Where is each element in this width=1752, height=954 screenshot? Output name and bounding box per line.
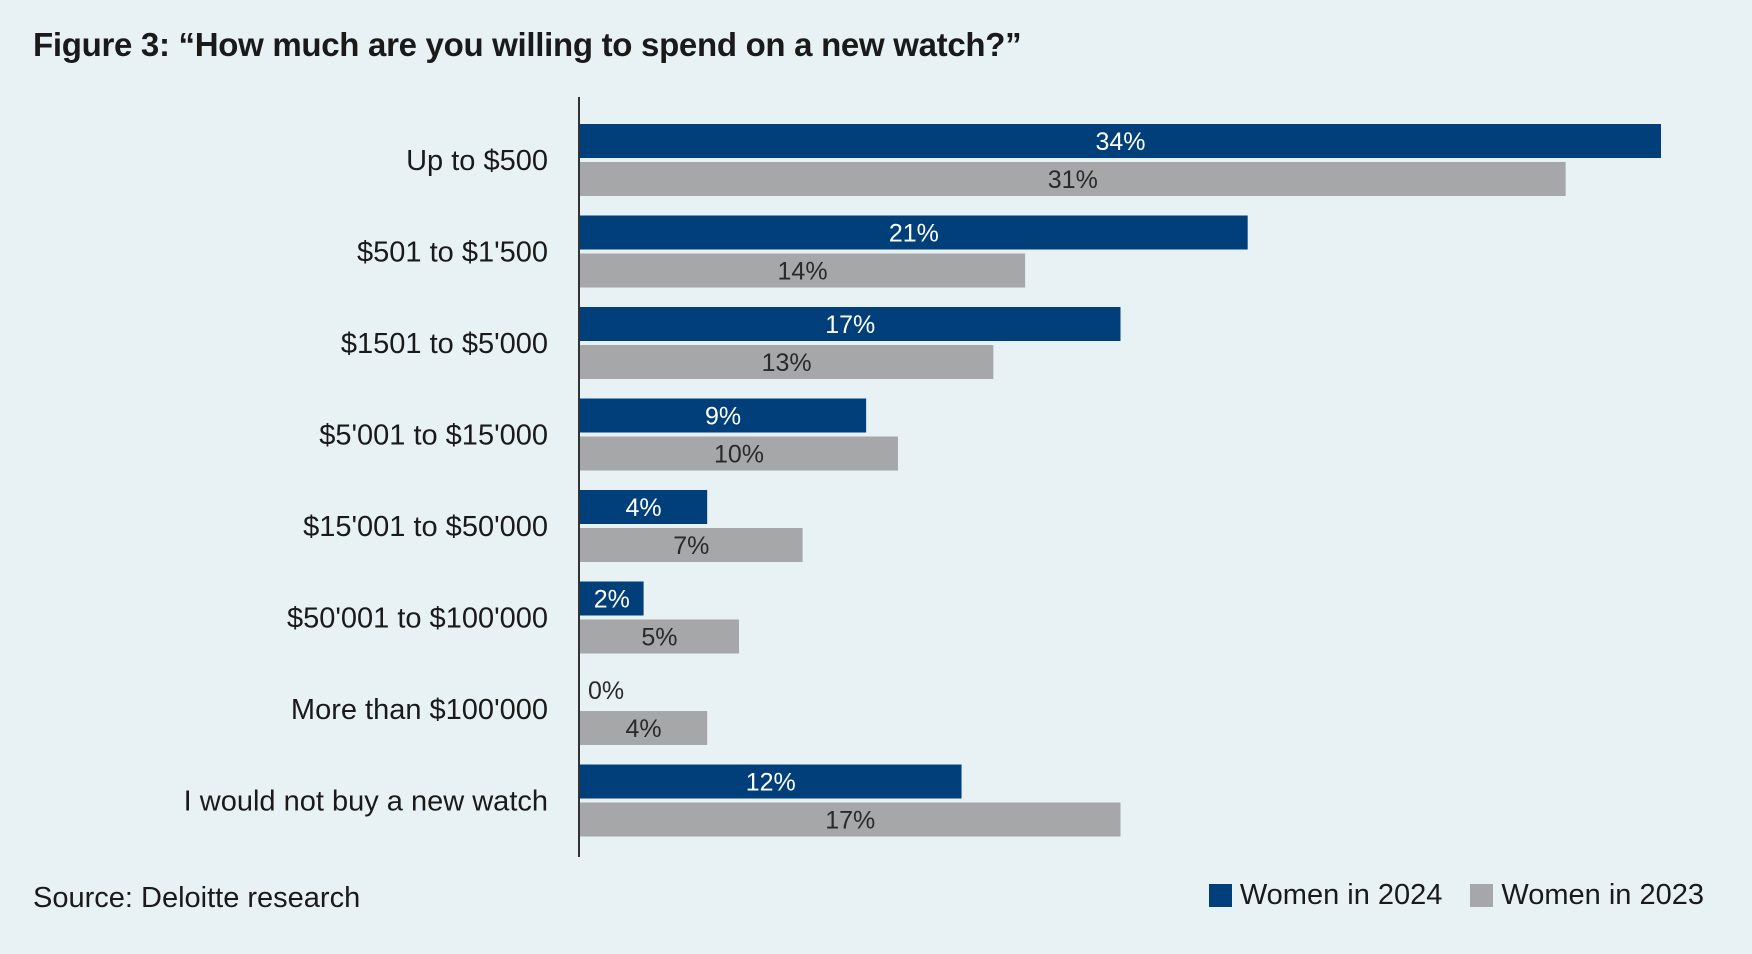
data-label-2024: 17% xyxy=(825,311,875,339)
chart-title: Figure 3: “How much are you willing to s… xyxy=(33,26,1022,63)
bar-women-2023 xyxy=(580,253,1026,288)
data-label-2024: 2% xyxy=(594,586,630,614)
category-label: $50'001 to $100'000 xyxy=(287,603,548,635)
bar-women-2023 xyxy=(580,711,708,745)
legend-label-2024: Women in 2024 xyxy=(1239,879,1443,911)
category-label: $1501 to $5'000 xyxy=(341,328,548,360)
data-label-2023: 5% xyxy=(641,624,677,652)
legend: Women in 2024 Women in 2023 xyxy=(1208,879,1704,912)
bar-women-2023 xyxy=(580,528,803,562)
legend-swatch-2024 xyxy=(1208,884,1232,907)
data-label-2023: 17% xyxy=(825,807,875,835)
bar-women-2023 xyxy=(580,619,739,654)
bar-women-2024 xyxy=(580,764,962,799)
data-label-2024: 12% xyxy=(746,769,796,797)
legend-item-2023: Women in 2023 xyxy=(1470,879,1704,912)
data-label-2024: 4% xyxy=(626,494,662,522)
source-note: Source: Deloitte research xyxy=(33,882,361,914)
data-label-2023: 14% xyxy=(778,258,828,286)
bar-women-2024 xyxy=(580,307,1121,341)
category-labels: Up to $500 $501 to $1'500 $1501 to $5'000 $… xyxy=(184,145,548,818)
category-label: $15'001 to $50'000 xyxy=(303,511,548,543)
data-label-2023: 10% xyxy=(714,441,764,469)
category-label: $5'001 to $15'000 xyxy=(319,420,548,452)
data-label-2024: 9% xyxy=(705,403,741,431)
data-label-2024: 0% xyxy=(588,677,624,705)
data-label-2024: 21% xyxy=(889,220,939,248)
category-label: More than $100'000 xyxy=(291,694,548,726)
legend-swatch-2023 xyxy=(1470,884,1494,907)
bar-women-2024 xyxy=(580,398,867,433)
bar-women-2024 xyxy=(580,215,1248,250)
legend-label-2023: Women in 2023 xyxy=(1501,879,1704,911)
data-label-2024: 34% xyxy=(1095,128,1145,156)
category-label: $501 to $1'500 xyxy=(357,237,548,269)
category-label: Up to $500 xyxy=(406,145,548,177)
bar-women-2023 xyxy=(580,436,898,471)
legend-item-2024: Women in 2024 xyxy=(1208,879,1443,912)
bar-women-2024 xyxy=(580,124,1661,158)
bars xyxy=(580,124,1661,837)
data-label-2023: 13% xyxy=(762,349,812,377)
bar-women-2023 xyxy=(580,162,1566,196)
bar-women-2023 xyxy=(580,802,1121,837)
category-label: I would not buy a new watch xyxy=(184,786,548,818)
data-label-2023: 31% xyxy=(1048,166,1098,194)
bar-women-2024 xyxy=(580,490,708,524)
data-labels: 34%31%21%14%17%13%9%10%4%7%2%5%0%4%12%17… xyxy=(588,128,1146,835)
bar-women-2023 xyxy=(580,345,994,379)
bar-women-2024 xyxy=(580,581,644,616)
data-label-2023: 7% xyxy=(673,532,709,560)
data-label-2023: 4% xyxy=(626,715,662,743)
